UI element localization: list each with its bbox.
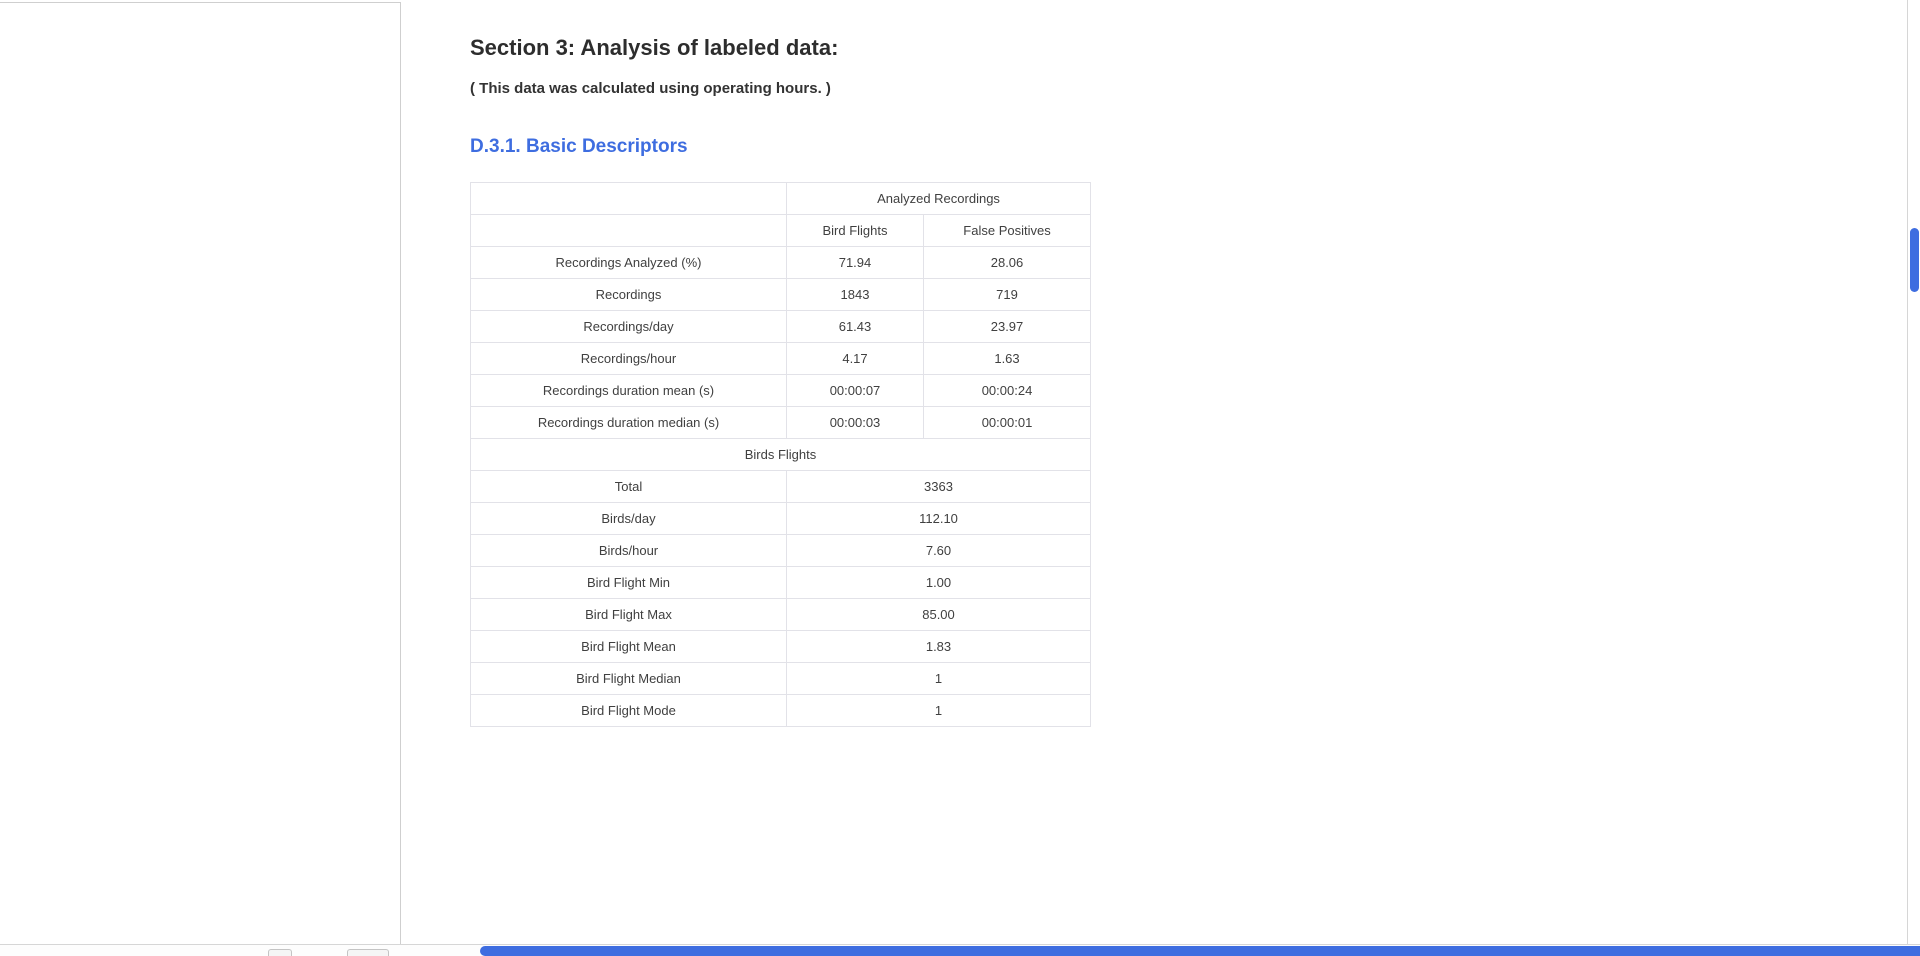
table-row: Bird Flight Mean 1.83 bbox=[470, 630, 1092, 663]
row-label: Recordings duration median (s) bbox=[470, 406, 787, 439]
summary-value: 3363 bbox=[785, 470, 1092, 503]
table-row: Recordings/day 61.43 23.97 bbox=[470, 310, 1092, 343]
table-row: Bird Flight Median 1 bbox=[470, 662, 1092, 695]
table-row: Total 3363 bbox=[470, 470, 1092, 503]
left-pane bbox=[0, 2, 401, 944]
row-label: Birds/hour bbox=[470, 534, 787, 567]
table-row: Recordings duration median (s) 00:00:03 … bbox=[470, 406, 1092, 439]
table-row: Birds/day 112.10 bbox=[470, 502, 1092, 535]
clipped-footer-element bbox=[268, 949, 292, 956]
false-positives-value: 28.06 bbox=[922, 246, 1092, 279]
empty-corner-cell bbox=[470, 214, 787, 247]
bird-flights-value: 1843 bbox=[786, 278, 924, 311]
vertical-scrollbar[interactable] bbox=[1907, 0, 1920, 944]
false-positives-value: 00:00:01 bbox=[922, 406, 1092, 439]
subsection-title: D.3.1. Basic Descriptors bbox=[470, 136, 688, 157]
section-title: Section 3: Analysis of labeled data: bbox=[470, 35, 839, 60]
bird-flights-value: 61.43 bbox=[786, 310, 924, 343]
table-row: Recordings duration mean (s) 00:00:07 00… bbox=[470, 374, 1092, 407]
false-positives-value: 23.97 bbox=[922, 310, 1092, 343]
table-column-header-row: Bird Flights False Positives bbox=[470, 214, 1092, 247]
row-label: Bird Flight Max bbox=[470, 598, 787, 631]
basic-descriptors-table: Analyzed Recordings Bird Flights False P… bbox=[469, 182, 1092, 727]
summary-value: 112.10 bbox=[785, 502, 1092, 535]
row-label: Recordings bbox=[470, 278, 787, 311]
row-label: Recordings/day bbox=[470, 310, 787, 343]
table-row: Recordings/hour 4.17 1.63 bbox=[470, 342, 1092, 375]
summary-value: 1.83 bbox=[785, 630, 1092, 663]
document-area: Section 3: Analysis of labeled data: ( T… bbox=[401, 0, 1907, 944]
horizontal-scrollbar[interactable] bbox=[0, 944, 1920, 956]
summary-value: 1.00 bbox=[785, 566, 1092, 599]
row-label: Birds/day bbox=[470, 502, 787, 535]
column-header-false-positives: False Positives bbox=[922, 214, 1092, 247]
clipped-footer-element bbox=[347, 949, 389, 956]
summary-value: 1 bbox=[785, 662, 1092, 695]
group-header-cell: Analyzed Recordings bbox=[785, 182, 1092, 215]
row-label: Recordings Analyzed (%) bbox=[470, 246, 787, 279]
bird-flights-value: 4.17 bbox=[786, 342, 924, 375]
summary-value: 7.60 bbox=[785, 534, 1092, 567]
row-label: Recordings duration mean (s) bbox=[470, 374, 787, 407]
table-row: Bird Flight Mode 1 bbox=[470, 694, 1092, 727]
row-label: Recordings/hour bbox=[470, 342, 787, 375]
false-positives-value: 1.63 bbox=[922, 342, 1092, 375]
horizontal-scrollbar-thumb[interactable] bbox=[480, 946, 1920, 956]
vertical-scrollbar-thumb[interactable] bbox=[1910, 228, 1919, 292]
bird-flights-value: 71.94 bbox=[786, 246, 924, 279]
table-row: Bird Flight Max 85.00 bbox=[470, 598, 1092, 631]
row-label: Bird Flight Mean bbox=[470, 630, 787, 663]
summary-value: 1 bbox=[785, 694, 1092, 727]
summary-value: 85.00 bbox=[785, 598, 1092, 631]
bird-flights-value: 00:00:07 bbox=[786, 374, 924, 407]
section-header-cell: Birds Flights bbox=[469, 438, 1092, 471]
row-label: Bird Flight Median bbox=[470, 662, 787, 695]
empty-corner-cell bbox=[470, 182, 787, 215]
row-label: Total bbox=[470, 470, 787, 503]
table-group-header-row: Analyzed Recordings bbox=[470, 182, 1092, 215]
table-row: Bird Flight Min 1.00 bbox=[470, 566, 1092, 599]
row-label: Bird Flight Min bbox=[470, 566, 787, 599]
section-note: ( This data was calculated using operati… bbox=[470, 80, 831, 97]
column-header-bird-flights: Bird Flights bbox=[786, 214, 924, 247]
false-positives-value: 719 bbox=[922, 278, 1092, 311]
table-row: Birds/hour 7.60 bbox=[470, 534, 1092, 567]
table-section-row: Birds Flights bbox=[469, 438, 1092, 471]
bird-flights-value: 00:00:03 bbox=[786, 406, 924, 439]
table-row: Recordings 1843 719 bbox=[470, 278, 1092, 311]
table-row: Recordings Analyzed (%) 71.94 28.06 bbox=[470, 246, 1092, 279]
row-label: Bird Flight Mode bbox=[470, 694, 787, 727]
false-positives-value: 00:00:24 bbox=[922, 374, 1092, 407]
